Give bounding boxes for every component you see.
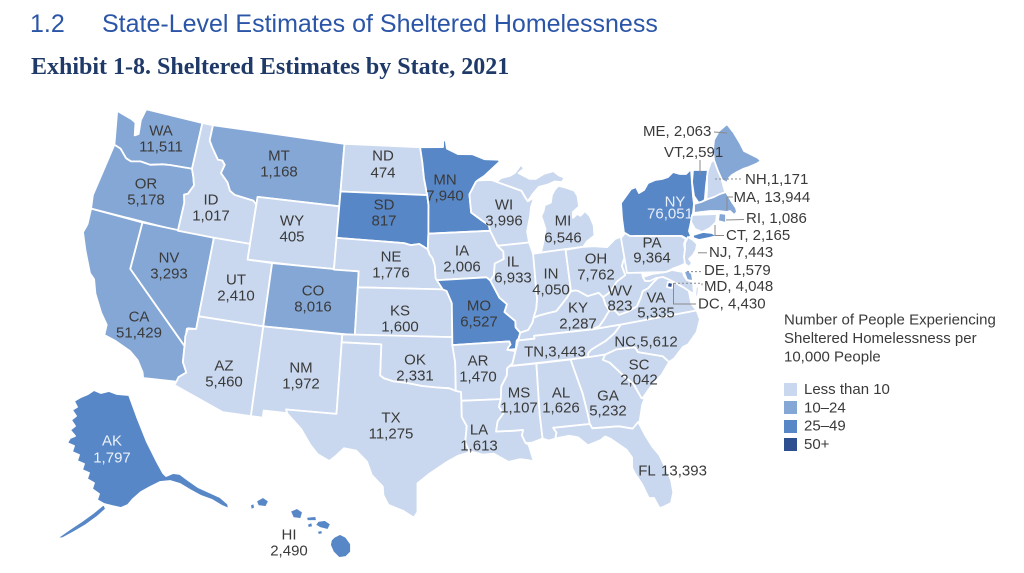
svg-text:11,511: 11,511 — [139, 139, 183, 156]
svg-text:2,331: 2,331 — [396, 368, 434, 385]
svg-text:AL: AL — [552, 385, 570, 402]
svg-text:25–49: 25–49 — [804, 418, 846, 435]
svg-text:6,527: 6,527 — [460, 314, 498, 331]
svg-text:1,168: 1,168 — [260, 164, 298, 181]
svg-text:5,460: 5,460 — [205, 374, 243, 391]
svg-text:UT: UT — [226, 272, 246, 289]
svg-text:WY: WY — [280, 213, 304, 230]
svg-text:76,051: 76,051 — [647, 206, 693, 223]
svg-text:HI: HI — [282, 527, 297, 544]
svg-text:WI: WI — [495, 197, 513, 214]
svg-text:ME, 2,063: ME, 2,063 — [643, 123, 711, 140]
svg-text:2,410: 2,410 — [217, 288, 255, 305]
svg-text:NM: NM — [289, 360, 312, 377]
svg-text:1,776: 1,776 — [372, 265, 410, 282]
svg-text:2,490: 2,490 — [270, 543, 308, 560]
svg-text:OR: OR — [135, 176, 158, 193]
svg-text:IL: IL — [507, 254, 520, 271]
svg-text:RI, 1,086: RI, 1,086 — [746, 210, 807, 227]
svg-text:KS: KS — [390, 303, 410, 320]
svg-text:6,933: 6,933 — [494, 270, 532, 287]
svg-text:1,470: 1,470 — [459, 369, 497, 386]
svg-text:ID: ID — [204, 192, 219, 209]
svg-text:5,178: 5,178 — [127, 192, 165, 209]
svg-text:OK: OK — [404, 352, 426, 369]
svg-text:AZ: AZ — [214, 358, 233, 375]
svg-text:WV: WV — [608, 283, 632, 300]
svg-text:PA: PA — [643, 235, 662, 252]
svg-text:KY: KY — [568, 300, 588, 317]
svg-text:474: 474 — [370, 165, 395, 182]
svg-text:GA: GA — [597, 388, 619, 405]
svg-text:NV: NV — [159, 250, 180, 267]
svg-text:2,006: 2,006 — [443, 259, 481, 276]
svg-text:1,626: 1,626 — [542, 400, 580, 417]
svg-text:1,600: 1,600 — [381, 319, 419, 336]
svg-text:7,940: 7,940 — [426, 188, 464, 205]
svg-text:CA: CA — [129, 309, 150, 326]
svg-text:5,335: 5,335 — [637, 305, 675, 322]
svg-text:DC, 4,430: DC, 4,430 — [698, 296, 766, 313]
svg-text:817: 817 — [371, 213, 396, 230]
svg-text:IA: IA — [455, 243, 469, 260]
svg-text:MA, 13,944: MA, 13,944 — [734, 189, 811, 206]
svg-text:2,042: 2,042 — [620, 372, 658, 389]
svg-text:1,017: 1,017 — [192, 208, 230, 225]
svg-text:10–24: 10–24 — [804, 399, 846, 416]
svg-text:VT,2,591: VT,2,591 — [664, 144, 723, 161]
svg-text:MD, 4,048: MD, 4,048 — [704, 278, 773, 295]
svg-text:FL: FL — [638, 463, 656, 480]
svg-text:1,107: 1,107 — [500, 400, 538, 417]
svg-text:ND: ND — [372, 148, 394, 165]
svg-text:MS: MS — [508, 385, 531, 402]
svg-text:5,232: 5,232 — [589, 403, 627, 420]
svg-text:MN: MN — [433, 172, 456, 189]
svg-text:2,287: 2,287 — [559, 316, 597, 333]
svg-text:NE: NE — [381, 249, 402, 266]
svg-text:IN: IN — [544, 266, 559, 283]
svg-text:1,797: 1,797 — [93, 450, 131, 467]
svg-text:LA: LA — [470, 422, 488, 439]
svg-text:TX: TX — [381, 410, 400, 427]
svg-text:10,000 People: 10,000 People — [784, 349, 881, 366]
svg-text:VA: VA — [647, 290, 666, 307]
svg-text:1,613: 1,613 — [460, 438, 498, 455]
svg-text:Sheltered Homelessness per: Sheltered Homelessness per — [784, 330, 977, 347]
svg-text:6,546: 6,546 — [544, 230, 582, 247]
svg-text:MO: MO — [467, 298, 491, 315]
svg-text:NC,5,612: NC,5,612 — [614, 334, 677, 351]
svg-text:AR: AR — [468, 353, 489, 370]
svg-text:TN,3,443: TN,3,443 — [524, 344, 586, 361]
svg-text:NY: NY — [665, 194, 686, 211]
svg-text:CT, 2,165: CT, 2,165 — [726, 227, 790, 244]
svg-text:OH: OH — [585, 251, 608, 268]
svg-text:DE, 1,579: DE, 1,579 — [704, 262, 771, 279]
svg-text:CO: CO — [302, 283, 325, 300]
svg-text:MT: MT — [268, 148, 290, 165]
svg-text:3,293: 3,293 — [150, 266, 188, 283]
svg-text:WA: WA — [149, 123, 173, 140]
svg-text:51,429: 51,429 — [116, 325, 162, 342]
svg-text:13,393: 13,393 — [661, 463, 707, 480]
svg-text:4,050: 4,050 — [532, 282, 570, 299]
svg-text:SD: SD — [374, 197, 395, 214]
svg-text:MI: MI — [555, 213, 572, 230]
svg-text:405: 405 — [279, 229, 304, 246]
svg-text:8,016: 8,016 — [294, 299, 332, 316]
svg-text:50+: 50+ — [804, 436, 830, 453]
svg-text:AK: AK — [102, 433, 122, 450]
svg-text:11,275: 11,275 — [369, 426, 414, 443]
svg-text:823: 823 — [607, 298, 632, 315]
svg-text:1,972: 1,972 — [282, 376, 320, 393]
svg-text:Less than 10: Less than 10 — [804, 381, 890, 398]
svg-text:Number of People Experiencing: Number of People Experiencing — [784, 312, 996, 329]
svg-text:NJ, 7,443: NJ, 7,443 — [709, 244, 773, 261]
svg-text:9,364: 9,364 — [633, 250, 671, 267]
svg-text:NH,1,171: NH,1,171 — [745, 171, 808, 188]
svg-text:7,762: 7,762 — [577, 267, 615, 284]
svg-text:3,996: 3,996 — [485, 213, 523, 230]
svg-text:SC: SC — [629, 357, 650, 374]
